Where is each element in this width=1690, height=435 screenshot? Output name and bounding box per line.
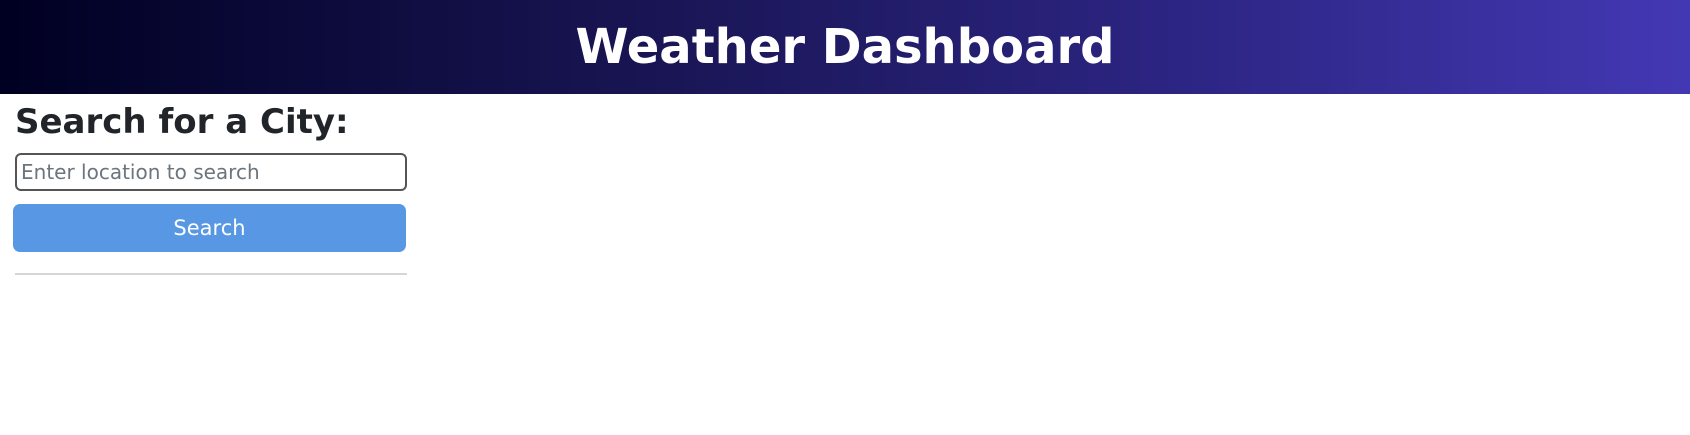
page-title: Weather Dashboard <box>575 19 1115 75</box>
search-heading: Search for a City: <box>15 102 349 142</box>
search-button[interactable]: Search <box>13 204 406 252</box>
app-header: Weather Dashboard <box>0 0 1690 94</box>
search-input[interactable] <box>15 153 407 191</box>
divider <box>15 273 407 275</box>
search-sidebar: Search for a City: Search <box>13 100 407 283</box>
